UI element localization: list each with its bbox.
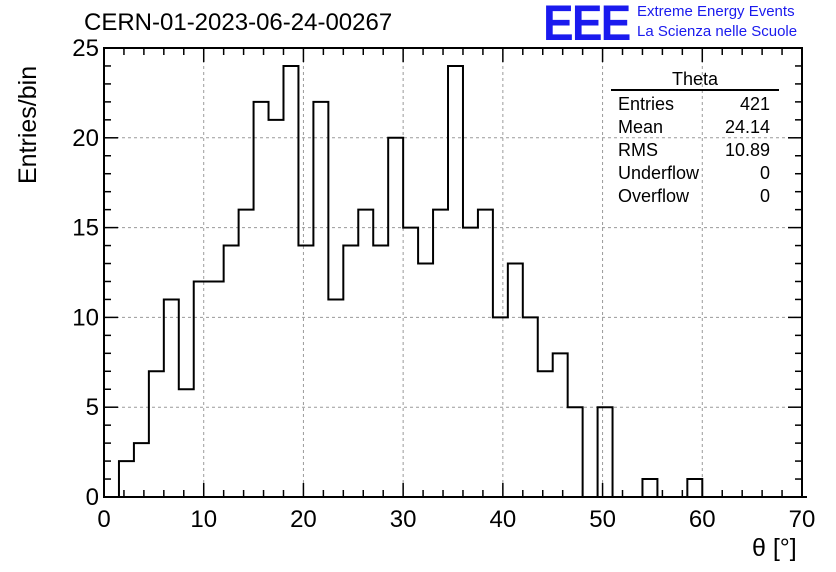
- stat-row-entries: Entries 421: [611, 93, 779, 116]
- stat-label: Underflow: [618, 163, 700, 183]
- stat-row-underflow: Underflow 0: [611, 162, 779, 185]
- stats-box: Theta Entries 421 Mean 24.14 RMS 10.89 U…: [611, 70, 779, 208]
- x-tick-label: 0: [97, 506, 110, 533]
- eee-logo: EEE Extreme Energy Events La Scienza nel…: [543, 0, 833, 51]
- y-tick-label: 10: [72, 304, 99, 331]
- y-tick-label: 0: [86, 484, 99, 511]
- stat-label: RMS: [618, 140, 658, 160]
- y-tick-label: 5: [86, 394, 99, 421]
- stat-value: 10.89: [724, 140, 770, 160]
- x-tick-label: 10: [190, 506, 217, 533]
- x-tick-label: 30: [390, 506, 417, 533]
- stat-value: 0: [759, 163, 770, 183]
- stats-divider: [611, 89, 779, 91]
- x-tick-label: 60: [689, 506, 716, 533]
- logo-line-1: Extreme Energy Events: [637, 3, 795, 20]
- y-axis-label: Entries/bin: [14, 65, 42, 184]
- stat-label: Overflow: [618, 186, 690, 206]
- x-axis-label: θ [°]: [752, 534, 797, 562]
- stat-value: 0: [759, 186, 770, 206]
- x-tick-label: 70: [789, 506, 816, 533]
- y-tick-label: 20: [72, 125, 99, 152]
- x-tick-label: 40: [490, 506, 517, 533]
- x-tick-label: 20: [290, 506, 317, 533]
- stat-value: 421: [739, 94, 770, 114]
- grid-lines: [104, 48, 802, 497]
- stat-row-mean: Mean 24.14: [611, 116, 779, 139]
- logo-mark: EEE: [543, 0, 631, 51]
- x-tick-label: 50: [589, 506, 616, 533]
- tick-labels: 0 10 20 30 40 50 60 70 0 5 10 15 20 25: [72, 35, 815, 533]
- stat-label: Mean: [618, 117, 664, 137]
- plot-frame: [103, 47, 803, 498]
- stat-row-overflow: Overflow 0: [611, 185, 779, 208]
- histogram-line: [104, 64, 807, 498]
- stat-value: 24.14: [724, 117, 770, 137]
- axis-ticks: [103, 47, 803, 498]
- logo-line-2: La Scienza nelle Scuole: [637, 23, 798, 40]
- stat-row-rms: RMS 10.89: [611, 139, 779, 162]
- y-tick-label: 15: [72, 215, 99, 242]
- y-tick-label: 25: [72, 35, 99, 62]
- chart-title: CERN-01-2023-06-24-00267: [84, 9, 393, 36]
- stat-label: Entries: [618, 94, 675, 114]
- stats-title: Theta: [671, 69, 719, 89]
